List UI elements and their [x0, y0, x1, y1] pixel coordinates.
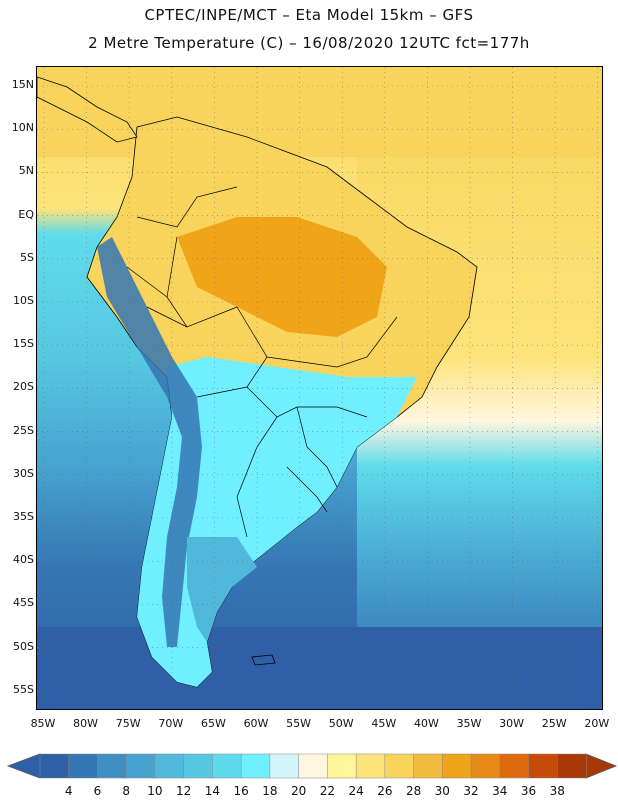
colorbar-label: 20 — [290, 784, 307, 798]
colorbar-swatch — [240, 753, 271, 779]
colorbar-label: 30 — [434, 784, 450, 798]
colorbar-label: 34 — [492, 784, 508, 798]
colorbar-swatch — [355, 753, 386, 779]
colorbar-swatch — [39, 753, 70, 779]
colorbar-swatch — [125, 753, 156, 779]
lon-label-55w: 55W — [286, 717, 312, 730]
colorbar-swatch — [97, 753, 127, 779]
colorbar-low-arrow — [6, 753, 41, 779]
lon-label-25w: 25W — [541, 717, 567, 730]
colorbar-swatch — [68, 753, 99, 779]
falkland-islands — [251, 654, 276, 666]
colorbar-swatch — [327, 753, 357, 779]
colorbar — [0, 740, 618, 800]
warm-caribbean — [37, 67, 602, 157]
colorbar-swatch — [269, 753, 300, 779]
colorbar-label: 8 — [122, 784, 131, 798]
amazon-hot-zone — [177, 217, 387, 337]
colorbar-label: 4 — [64, 784, 73, 798]
colorbar-label: 14 — [204, 784, 221, 798]
patagonia-cool — [187, 537, 257, 642]
colorbar-swatch — [413, 753, 444, 779]
colorbar-swatch — [384, 753, 415, 779]
lat-label-10n: 10N — [11, 121, 34, 135]
colorbar-label: 10 — [147, 784, 163, 798]
chart-title: CPTEC/INPE/MCT – Eta Model 15km – GFS — [144, 6, 474, 24]
lon-label-85w: 85W — [30, 717, 56, 730]
colorbar-label: 6 — [93, 784, 102, 798]
lat-label-55s: 55S — [13, 682, 34, 696]
southern-ocean — [37, 627, 602, 709]
map-canvas — [37, 67, 602, 709]
lat-label-5n: 5N — [18, 164, 34, 178]
lat-label-25s: 25S — [13, 423, 34, 437]
lat-label-15s: 15S — [13, 337, 34, 351]
colorbar-swatch — [528, 753, 559, 779]
chart-subtitle: 2 Metre Temperature (C) – 16/08/2020 12U… — [88, 34, 530, 52]
colorbar-swatch — [183, 753, 214, 779]
colorbar-label: 24 — [348, 784, 364, 798]
colorbar-swatch — [298, 753, 329, 779]
colorbar-swatch — [442, 753, 472, 779]
colorbar-swatch — [470, 753, 501, 779]
lat-label-40s: 40S — [13, 553, 34, 567]
lon-label-65w: 65W — [200, 717, 226, 730]
colorbar-label: 26 — [377, 784, 393, 798]
lat-label-15n: 15N — [11, 78, 34, 91]
colorbar-label: 28 — [405, 784, 422, 798]
colorbar-label: 36 — [520, 784, 537, 798]
andes-mountains — [97, 237, 202, 647]
lat-label-20s: 20S — [13, 380, 34, 394]
colorbar-label: 12 — [176, 784, 192, 798]
lon-label-80w: 80W — [73, 717, 99, 730]
lon-label-60w: 60W — [243, 717, 269, 730]
colorbar-swatch — [154, 753, 185, 779]
lon-label-20w: 20W — [584, 717, 610, 730]
lat-label-eq: EQ — [18, 207, 34, 221]
lat-label-30s: 30S — [13, 466, 34, 480]
central-america-land — [37, 76, 138, 143]
lon-label-70w: 70W — [158, 717, 184, 730]
lat-label-35s: 35S — [13, 510, 34, 523]
lat-label-50s: 50S — [13, 639, 34, 653]
lat-label-10s: 10S — [13, 294, 34, 307]
colorbar-label: 38 — [549, 784, 565, 798]
lat-label-45s: 45S — [13, 596, 34, 610]
colorbar-swatch — [212, 753, 242, 779]
lat-label-5s: 5S — [20, 250, 34, 264]
lon-label-35w: 35W — [456, 717, 482, 730]
lon-label-50w: 50W — [328, 717, 354, 730]
temperature-map[interactable] — [36, 66, 603, 710]
colorbar-swatch — [499, 753, 530, 779]
lon-label-75w: 75W — [115, 717, 141, 730]
colorbar-high-arrow — [585, 753, 618, 779]
colorbar-label: 18 — [262, 784, 278, 798]
colorbar-label: 22 — [319, 784, 335, 798]
lon-label-30w: 30W — [499, 717, 525, 730]
colorbar-label: 16 — [233, 784, 249, 798]
colorbar-label: 32 — [463, 784, 479, 798]
lon-label-45w: 45W — [371, 717, 397, 730]
lon-label-40w: 40W — [413, 717, 439, 730]
colorbar-svg — [6, 753, 618, 779]
colorbar-swatch — [557, 753, 587, 779]
